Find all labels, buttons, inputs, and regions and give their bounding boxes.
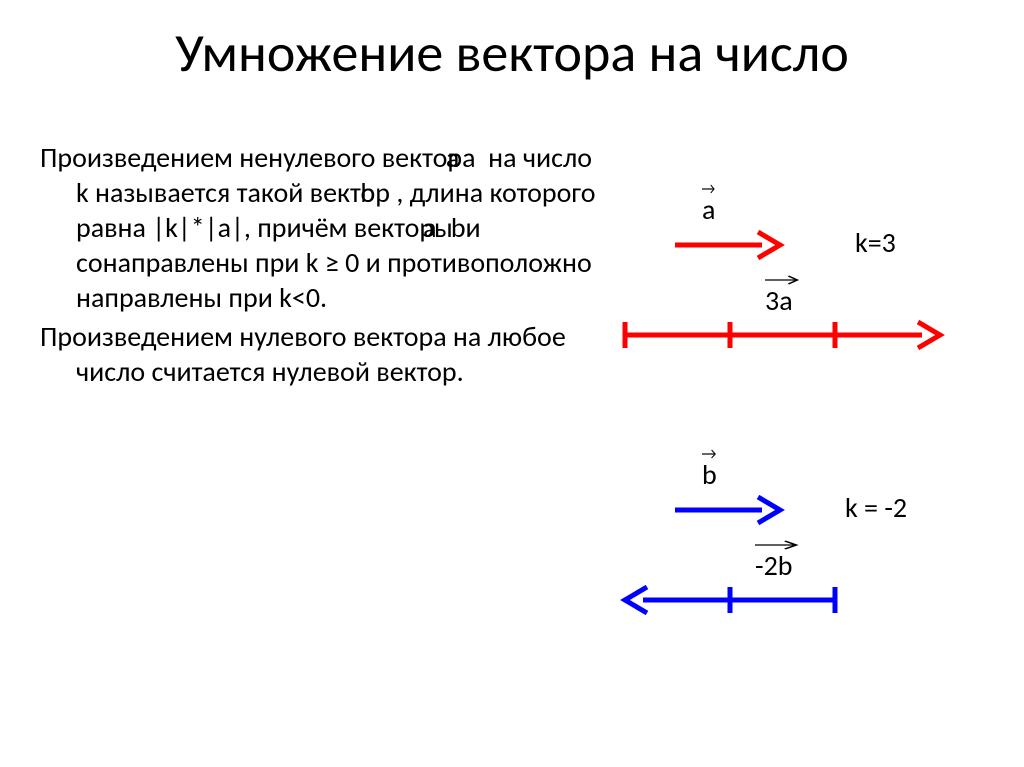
vector-neg2b <box>625 587 835 613</box>
label-vec-b: b <box>702 457 717 492</box>
label-vec-neg2b: -2b <box>755 548 792 583</box>
diagram-b <box>0 0 1024 767</box>
vec-arrow-icon <box>702 449 717 459</box>
label-neg2b-text: -2b <box>755 548 792 583</box>
label-k-neg2: k = -2 <box>845 490 907 525</box>
vector-b <box>675 497 780 523</box>
vec-arrow-icon <box>755 540 801 550</box>
label-b-text: b <box>702 457 717 492</box>
